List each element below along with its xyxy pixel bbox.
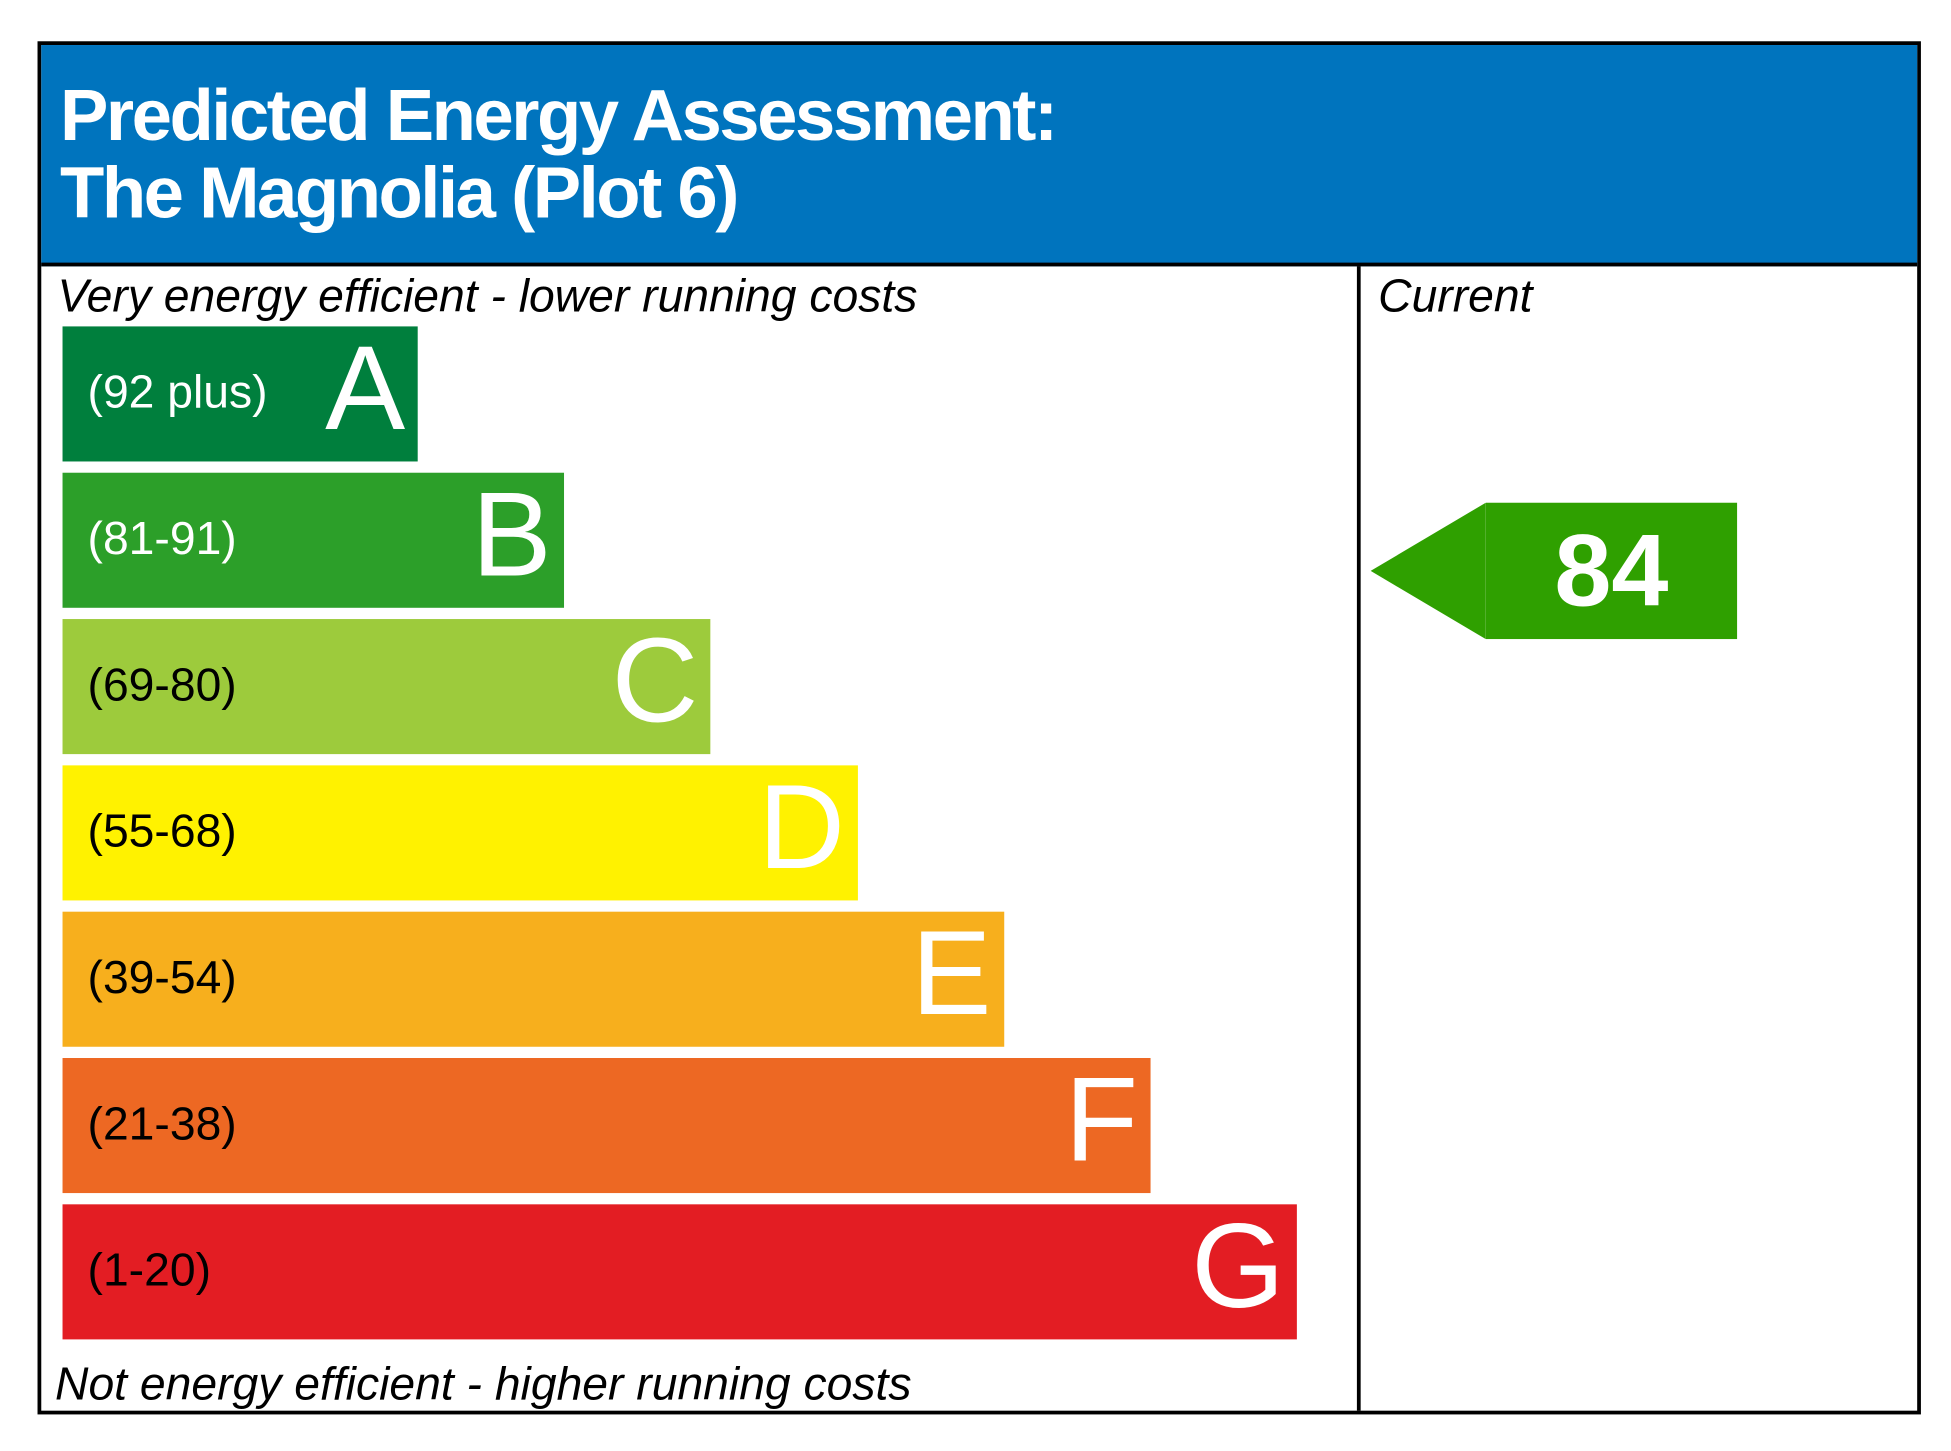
band-range: (69-80)	[87, 659, 237, 711]
top-caption: Very energy efficient - lower running co…	[57, 270, 918, 322]
band-letter: B	[471, 467, 552, 602]
band-letter: F	[1064, 1053, 1139, 1187]
band-letter: C	[611, 614, 699, 748]
band-f: (21-38) F	[62, 1053, 1151, 1194]
chart-frame: Predicted Energy Assessment: The Magnoli…	[37, 41, 1921, 1415]
band-letter: A	[325, 321, 406, 456]
current-rating-value: 84	[1485, 502, 1738, 640]
band-letter: E	[911, 906, 992, 1041]
band-b: (81-91) B	[62, 467, 565, 608]
band-c: (69-80) C	[62, 614, 711, 755]
chart-header: Predicted Energy Assessment: The Magnoli…	[41, 45, 1918, 267]
band-range: (21-38)	[87, 1098, 237, 1150]
band-e: (39-54) E	[62, 906, 1004, 1047]
column-divider	[1356, 266, 1361, 1411]
bottom-caption: Not energy efficient - higher running co…	[55, 1358, 912, 1410]
arrow-head	[1370, 502, 1486, 640]
title-line-1: Predicted Energy Assessment:	[60, 75, 1058, 157]
band-range: (81-91)	[87, 512, 237, 565]
band-letter: G	[1191, 1199, 1285, 1334]
band-a: (92 plus) A	[62, 321, 418, 462]
band-letter: D	[758, 760, 845, 895]
band-g: (1-20) G	[62, 1199, 1298, 1340]
band-range: (55-68)	[87, 805, 237, 857]
band-range: (1-20)	[87, 1244, 211, 1296]
current-column-header: Current	[1378, 270, 1533, 322]
band-d: (55-68) D	[62, 760, 858, 901]
band-range: (39-54)	[87, 951, 237, 1003]
current-rating-arrow	[1370, 502, 1486, 640]
title-line-2: The Magnolia (Plot 6)	[60, 152, 739, 234]
band-range: (92 plus)	[87, 366, 268, 418]
